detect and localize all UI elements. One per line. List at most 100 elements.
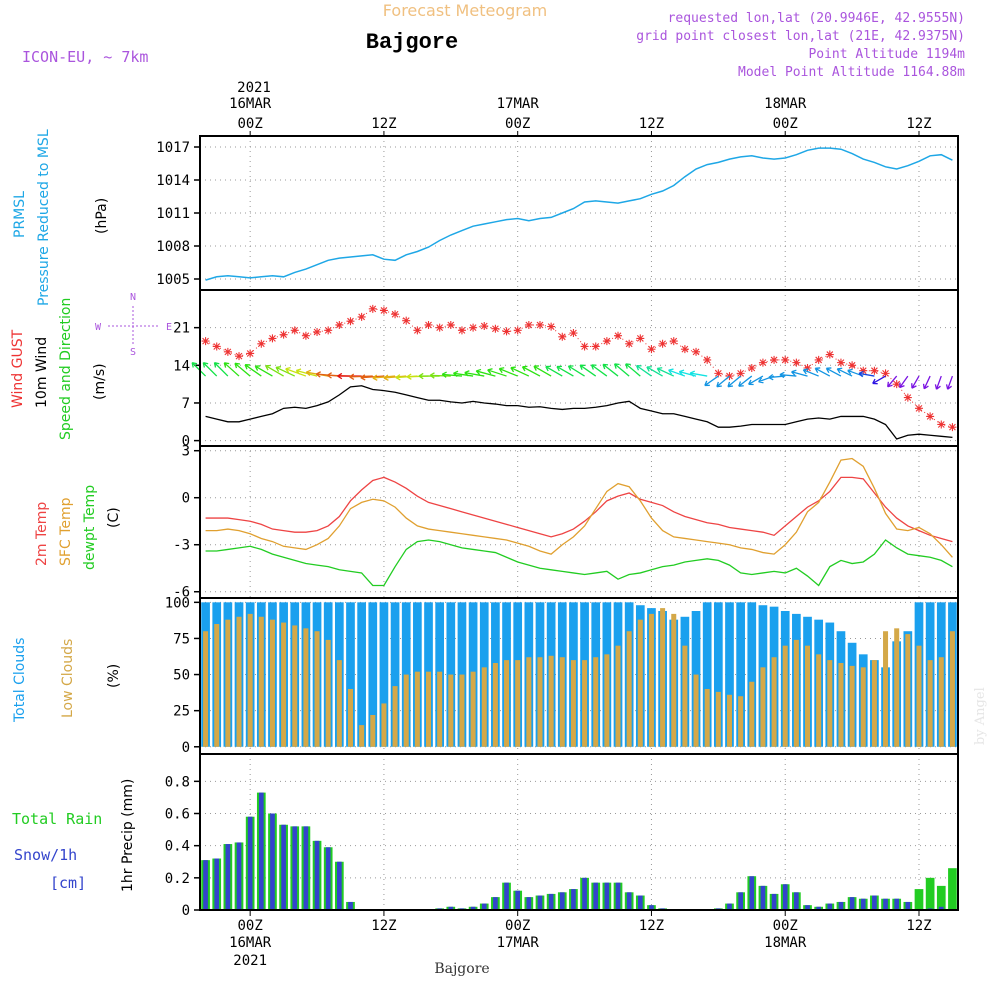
gust-marker: [892, 380, 901, 389]
total-cloud-bar: [390, 602, 400, 747]
temp-label-3: dewpt Temp: [82, 485, 98, 570]
snow-bar: [504, 882, 509, 910]
snow-bar: [782, 884, 788, 910]
gust-marker: [257, 339, 266, 348]
temp-2m-line: [205, 476, 953, 543]
wind-arrow: [779, 371, 797, 379]
low-cloud-bar: [838, 663, 844, 747]
wind-arrow: [716, 375, 730, 388]
wind-arrow: [836, 367, 853, 377]
snow-bar: [348, 901, 353, 910]
gust-marker: [680, 345, 689, 354]
low-cloud-bar: [604, 654, 610, 747]
gust-marker: [335, 320, 344, 329]
low-cloud-bar: [782, 645, 788, 747]
low-cloud-bar: [637, 619, 643, 747]
gust-marker: [235, 352, 244, 361]
gust-line: [205, 308, 953, 428]
wind-frame: [199, 289, 959, 447]
snow-bar: [872, 895, 877, 910]
wind-arrow: [646, 366, 663, 377]
wind-arrow: [613, 363, 630, 377]
low-cloud-bar: [749, 681, 755, 747]
low-cloud-bar: [325, 639, 331, 747]
gust-marker: [391, 310, 400, 319]
rain-bar: [925, 877, 935, 910]
low-cloud-bar: [905, 634, 911, 747]
gust-marker: [926, 412, 935, 421]
wind-arrow: [395, 374, 418, 381]
gust-marker: [413, 326, 422, 335]
low-cloud-bar: [292, 625, 298, 747]
low-cloud-bar: [414, 671, 420, 747]
wind-arrow: [234, 362, 251, 377]
pressure-ytick-label: 1005: [156, 272, 190, 288]
wind-arrow: [656, 367, 675, 377]
gust-marker: [402, 316, 411, 325]
low-cloud-bar: [303, 628, 309, 747]
gust-marker: [223, 347, 232, 356]
top-year: 2021: [237, 80, 271, 96]
rain-bar: [914, 889, 924, 910]
wind-arrow: [275, 366, 296, 377]
gust-marker: [602, 337, 611, 346]
snow-bar: [649, 905, 654, 910]
wind-speed-line: [205, 385, 953, 440]
low-cloud-bar: [827, 660, 833, 747]
cloud-label-1: Total Clouds: [12, 638, 28, 723]
credit: by Angel: [973, 687, 988, 745]
low-cloud-bar: [336, 660, 342, 747]
low-cloud-bar: [203, 631, 209, 747]
snow-bar: [515, 890, 521, 910]
low-cloud-bar: [504, 660, 510, 747]
snow-bar: [816, 906, 822, 910]
low-cloud-bar: [626, 631, 632, 747]
snow-bar: [314, 840, 320, 910]
low-cloud-bar: [448, 674, 454, 747]
low-cloud-bar: [437, 671, 443, 747]
temp-ytick-label: 3: [182, 444, 190, 460]
gust-marker: [647, 345, 656, 354]
gust-marker: [903, 393, 912, 402]
temp-dewpt-line: [205, 539, 953, 587]
gust-marker: [357, 312, 366, 321]
low-cloud-bar: [682, 645, 688, 747]
footer-station: Bajgore: [434, 961, 489, 977]
gust-marker: [591, 342, 600, 351]
gust-marker: [346, 317, 355, 326]
cloud-labels: Total Clouds Low Clouds (%): [12, 638, 122, 723]
snow-bar: [637, 895, 643, 910]
snow-bar: [905, 901, 911, 910]
gust-marker: [435, 323, 444, 332]
wind-arrow: [254, 365, 273, 377]
clouds-ytick-label: 100: [165, 595, 190, 611]
wind-arrow: [464, 370, 485, 377]
low-cloud-bar: [615, 645, 621, 747]
gust-marker: [636, 334, 645, 343]
gust-marker: [524, 320, 533, 329]
gust-marker: [836, 358, 845, 367]
bottom-axis-date: 16MAR: [229, 935, 272, 951]
precip-ytick-label: 0.8: [165, 774, 190, 790]
snow-bar: [727, 903, 732, 910]
gust-marker: [580, 342, 589, 351]
snow-bar: [749, 876, 755, 910]
compass-s: S: [130, 347, 136, 358]
low-cloud-bar: [726, 694, 732, 747]
wind-arrow: [934, 375, 942, 390]
low-cloud-bar: [381, 703, 387, 747]
wind-arrow: [285, 367, 307, 377]
precip-unit: 1hr Precip (mm): [120, 779, 136, 892]
gust-marker: [535, 320, 544, 329]
pressure-ytick-label: 1014: [156, 173, 190, 189]
low-cloud-bar: [269, 619, 275, 747]
wind-arrow: [727, 375, 742, 388]
low-cloud-bar: [225, 619, 231, 747]
snow-bar: [849, 897, 855, 910]
precip-label-3: [cm]: [50, 874, 86, 892]
gust-marker: [625, 339, 634, 348]
bottom-axis-hour: 12Z: [371, 918, 396, 934]
cloud-label-2: Low Clouds: [60, 639, 76, 718]
gust-marker: [324, 326, 333, 335]
wind-label-3: Speed and Direction: [58, 298, 74, 440]
